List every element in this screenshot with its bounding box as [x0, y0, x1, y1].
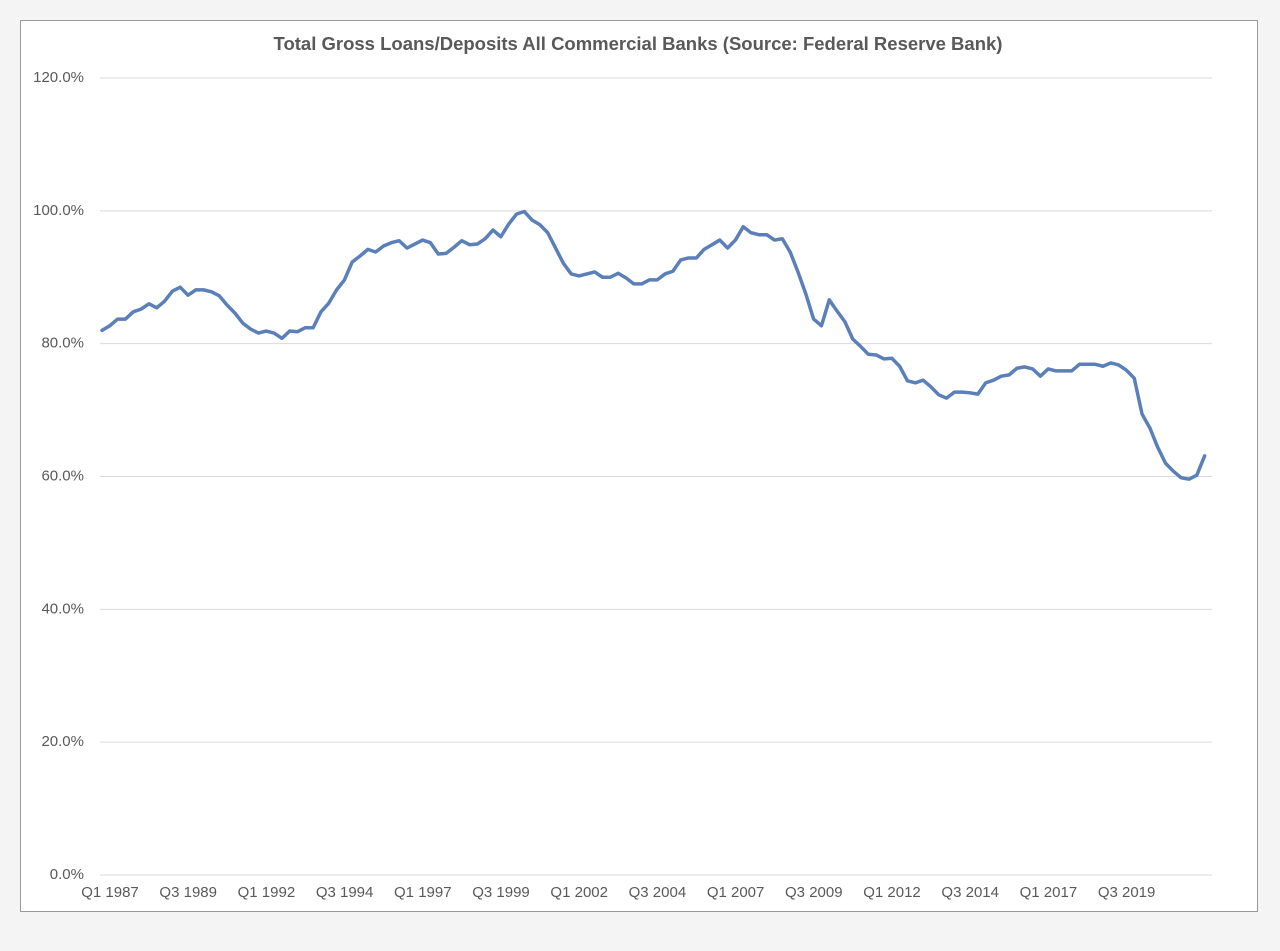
y-tick-label: 60.0% [41, 467, 84, 484]
y-tick-label: 20.0% [41, 733, 84, 750]
data-line [100, 209, 1207, 481]
x-tick-label: Q3 2019 [1098, 884, 1156, 901]
x-tick-label: Q3 1989 [159, 884, 217, 901]
x-tick-label: Q1 2017 [1020, 884, 1078, 901]
y-tick-label: 80.0% [41, 335, 84, 352]
x-tick-label: Q3 2004 [629, 884, 687, 901]
y-tick-label: 0.0% [50, 866, 84, 883]
x-tick-label: Q3 1994 [316, 884, 374, 901]
x-tick-label: Q1 2012 [863, 884, 921, 901]
y-tick-label: 40.0% [41, 600, 84, 617]
x-tick-label: Q3 2009 [785, 884, 843, 901]
x-tick-label: Q3 2014 [941, 884, 999, 901]
x-tick-label: Q1 2007 [707, 884, 765, 901]
x-tick-label: Q3 1999 [472, 884, 530, 901]
x-tick-label: Q1 1987 [81, 884, 139, 901]
chart-panel [20, 20, 1258, 912]
x-tick-label: Q1 2002 [550, 884, 608, 901]
y-tick-label: 100.0% [33, 202, 84, 219]
y-tick-label: 120.0% [33, 69, 84, 86]
x-tick-label: Q1 1992 [238, 884, 296, 901]
x-tick-label: Q1 1997 [394, 884, 452, 901]
chart-title: Total Gross Loans/Deposits All Commercia… [274, 33, 1003, 54]
